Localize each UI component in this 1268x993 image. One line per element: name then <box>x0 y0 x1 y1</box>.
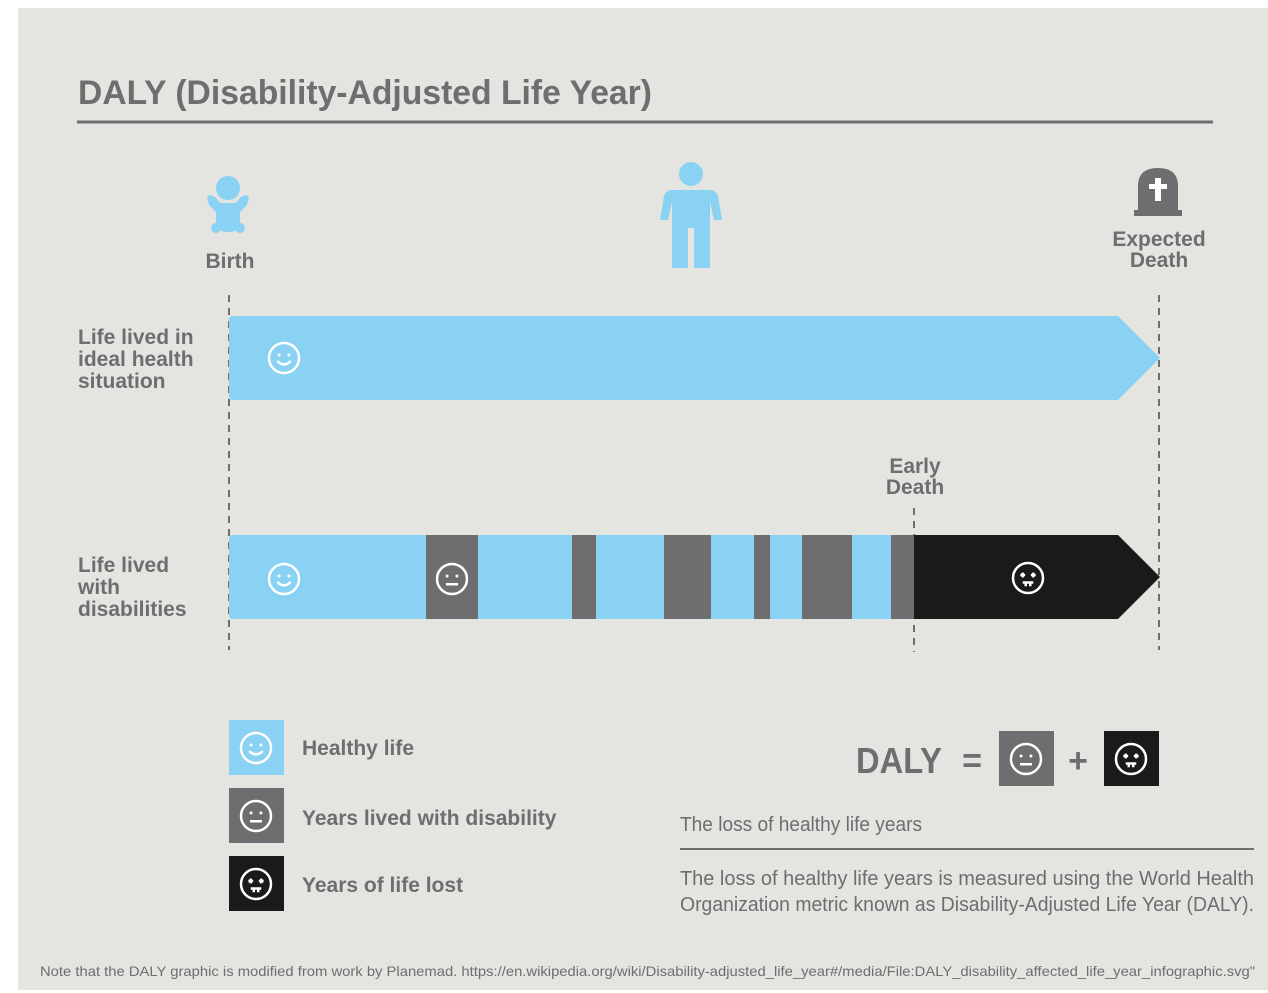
segment <box>664 535 711 619</box>
face-outline <box>1011 561 1045 595</box>
face-eye <box>1133 753 1139 759</box>
title: DALY (Disability-Adjusted Life Year) <box>78 74 652 112</box>
definition-text: Organization metric known as Disability-… <box>680 894 1254 916</box>
segment <box>891 535 914 619</box>
face-eye <box>1020 572 1026 578</box>
face-eye <box>1019 754 1023 758</box>
panel <box>18 8 1268 990</box>
legend-swatch <box>229 720 284 775</box>
ideal-bar <box>229 316 1160 400</box>
formula-lhs: DALY <box>856 740 942 781</box>
face-eye <box>249 811 253 815</box>
face-mouth <box>276 360 292 366</box>
face-eye <box>258 878 264 884</box>
face-eye <box>249 743 253 747</box>
definition-heading: The loss of healthy life years <box>680 814 922 836</box>
footnote: Note that the DALY graphic is modified f… <box>40 963 1255 979</box>
definition-text: The loss of healthy life years is measur… <box>680 868 1254 890</box>
segment <box>572 535 596 619</box>
tombstone-icon <box>1134 168 1182 216</box>
face-eye <box>1030 572 1036 578</box>
face-outline <box>239 799 273 833</box>
face-eye <box>455 574 459 578</box>
face-eye <box>287 574 291 578</box>
legend-label: Years lived with disability <box>302 807 557 830</box>
person-icon <box>660 162 722 268</box>
early-death-label: Early <box>889 455 941 478</box>
face-eye <box>287 353 291 357</box>
face-teeth <box>1125 762 1137 768</box>
disability-segments <box>426 535 914 619</box>
segment <box>754 535 770 619</box>
face-outline <box>1009 742 1043 776</box>
legend-swatch <box>229 856 284 911</box>
legend-swatch <box>229 788 284 843</box>
face-teeth <box>1022 581 1034 587</box>
row-label: ideal health <box>78 348 194 371</box>
row-label: Life lived <box>78 554 169 577</box>
face-outline <box>267 562 301 596</box>
segment <box>802 535 852 619</box>
birth-label: Birth <box>206 250 255 273</box>
face-outline <box>239 867 273 901</box>
expected-death-label: Death <box>1130 249 1188 272</box>
face-eye <box>248 878 254 884</box>
face-outline <box>267 341 301 375</box>
face-eye <box>259 743 263 747</box>
face-outline <box>435 562 469 596</box>
early-death-label: Death <box>886 476 944 499</box>
row-label: with <box>77 576 120 599</box>
face-mouth <box>276 581 292 587</box>
row-label: disabilities <box>78 598 187 621</box>
face-teeth <box>250 887 262 893</box>
formula-plus: + <box>1068 742 1088 780</box>
legend-label: Years of life lost <box>302 874 463 897</box>
face-eye <box>259 811 263 815</box>
formula-lost <box>1104 731 1159 786</box>
face-outline <box>239 731 273 765</box>
face-eye <box>277 353 281 357</box>
formula-equals: = <box>962 742 982 780</box>
face-eye <box>445 574 449 578</box>
face-mouth <box>248 750 264 756</box>
face-eye <box>1029 754 1033 758</box>
disability-bar <box>229 535 914 619</box>
row-label: situation <box>78 370 166 393</box>
face-eye <box>1123 753 1129 759</box>
segment <box>426 535 478 619</box>
formula-disability <box>999 731 1054 786</box>
baby-icon <box>207 176 249 233</box>
face-eye <box>277 574 281 578</box>
years-lost-bar <box>914 535 1160 619</box>
row-label: Life lived in <box>78 326 194 349</box>
expected-death-label: Expected <box>1112 228 1205 251</box>
face-outline <box>1114 742 1148 776</box>
legend-label: Healthy life <box>302 737 414 760</box>
